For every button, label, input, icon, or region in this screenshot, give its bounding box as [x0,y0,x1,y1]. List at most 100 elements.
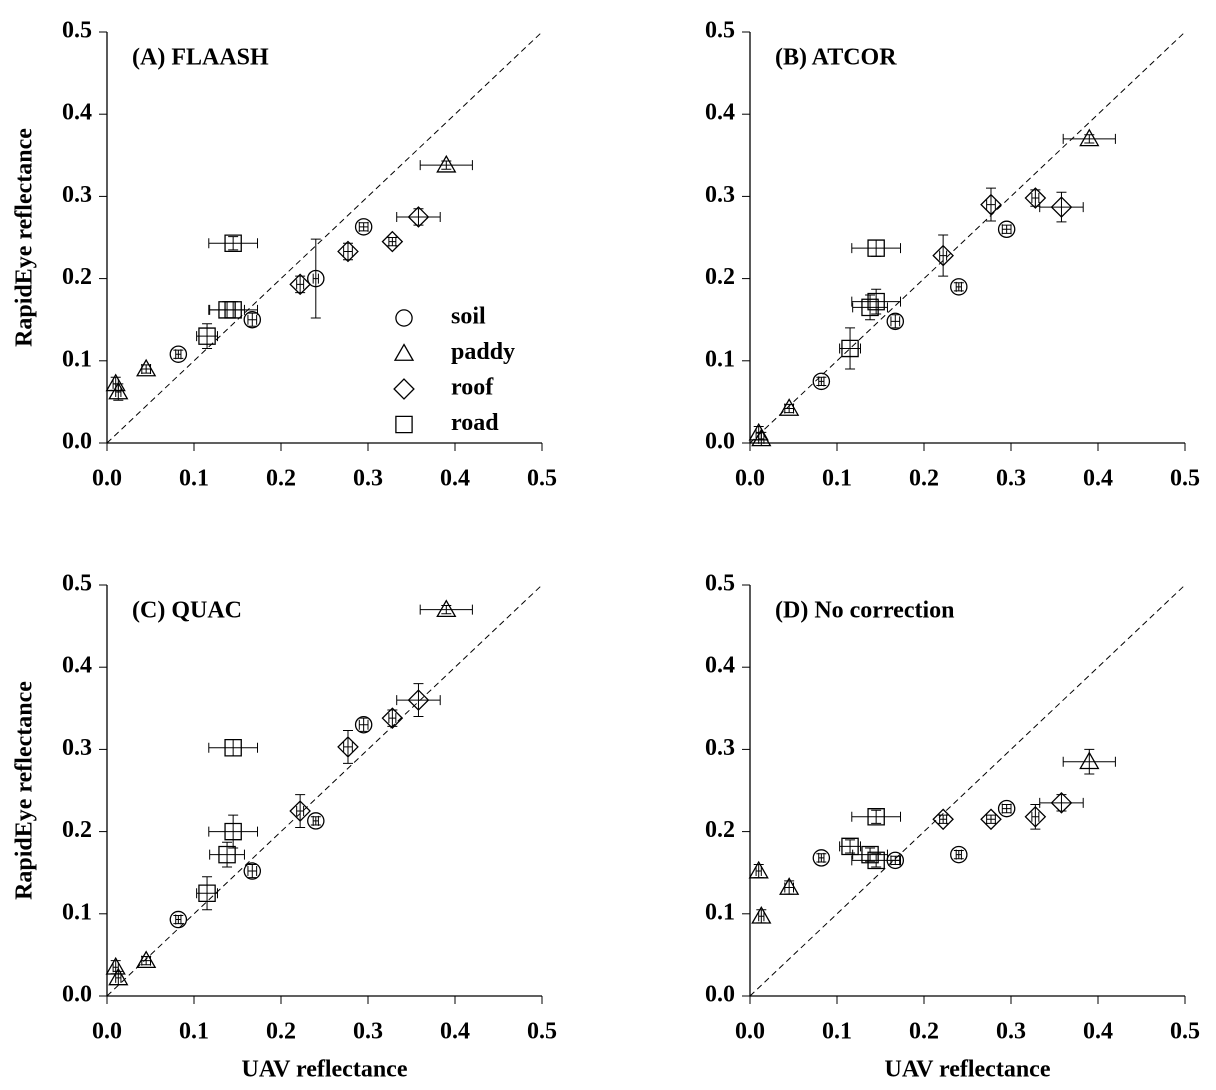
y-tick-label: 0.0 [705,982,735,1008]
marker-triangle [393,343,415,361]
y-tick-label: 0.4 [705,653,735,679]
marker-diamond [1024,187,1047,209]
y-tick-label: 0.3 [62,182,92,208]
marker-triangle [136,358,157,377]
y-error-bar [1001,224,1012,234]
y-error-bar [845,839,856,854]
one-to-one-line [749,31,1186,444]
y-tick-label: 0.5 [62,571,92,597]
y-error-bar [816,853,827,863]
marker-triangle [108,381,129,400]
y-tick-label: 0.4 [705,100,735,126]
y-tick-label: 0.3 [705,735,735,761]
marker-square [224,234,242,253]
y-error-bar [871,809,882,824]
y-tick-label: 0.1 [705,346,735,372]
marker-diamond [980,193,1002,216]
y-tick-label: 0.2 [62,264,92,290]
marker-triangle [748,860,769,879]
y-tick-label: 0.5 [705,18,735,44]
x-tick-label: 0.3 [996,466,1026,492]
marker-square [218,845,236,864]
x-axis-label: UAV reflectance [242,1057,408,1083]
x-tick-label: 0.3 [996,1019,1026,1045]
marker-triangle [1079,128,1100,147]
y-tick-label: 0.2 [705,264,735,290]
x-tick-label: 0.2 [909,466,939,492]
marker-diamond [337,240,359,263]
y-error-bar [358,717,369,732]
x-tick-label: 0.0 [735,1019,765,1045]
marker-triangle [108,967,129,986]
marker-circle [354,715,373,734]
panel-label: (B) ATCOR [775,45,897,71]
one-to-one-line [106,584,543,997]
x-tick-label: 0.1 [822,1019,852,1045]
legend-label: roof [451,375,494,401]
y-tick-label: 0.4 [62,100,92,126]
y-error-bar [1001,803,1012,814]
y-error-bar [413,208,424,226]
marker-diamond [1050,792,1073,814]
panel-label: (D) No correction [775,598,954,624]
x-axis-label: UAV reflectance [885,1057,1051,1083]
x-tick-label: 0.0 [92,1019,122,1045]
marker-triangle [436,154,457,173]
y-error-bar [228,236,239,251]
one-to-one-line [749,584,1186,997]
marker-square [224,301,242,319]
y-error-bar [387,237,398,247]
y-error-bar [985,187,996,222]
y-error-bar [413,683,424,718]
x-tick-label: 0.5 [1170,466,1200,492]
marker-circle [950,278,968,296]
marker-square [867,239,885,257]
y-error-bar [1056,794,1067,812]
marker-triangle [136,950,157,969]
x-tick-label: 0.0 [92,466,122,492]
marker-circle [886,312,905,331]
marker-diamond [407,689,430,711]
x-tick-label: 0.1 [179,466,209,492]
marker-circle [812,849,831,867]
x-tick-label: 0.4 [1083,466,1113,492]
marker-square [841,339,859,358]
marker-square [867,292,885,311]
y-tick-label: 0.1 [705,899,735,925]
legend-label: road [451,410,499,436]
y-error-bar [845,327,856,370]
marker-diamond [393,378,415,400]
y-axis-label: RapidEye reflectance [12,681,38,900]
x-tick-label: 0.2 [266,1019,296,1045]
marker-triangle [1079,751,1100,770]
marker-circle [997,799,1016,818]
y-error-bar [953,282,964,292]
y-error-bar [247,863,258,879]
panel-label: (C) QUAC [132,598,242,624]
marker-square [224,822,242,841]
marker-circle [243,310,262,329]
marker-circle [307,812,325,830]
marker-circle [950,845,968,864]
y-error-bar [173,349,184,359]
y-tick-label: 0.5 [705,571,735,597]
x-tick-label: 0.4 [1083,1019,1113,1045]
x-tick-label: 0.5 [527,466,557,492]
y-tick-label: 0.2 [62,817,92,843]
marker-diamond [289,273,311,296]
marker-triangle [751,428,772,447]
y-error-bar [295,794,306,828]
marker-diamond [1050,196,1073,218]
y-error-bar [295,275,306,294]
marker-circle [997,220,1016,239]
marker-square [198,327,216,345]
marker-circle [812,372,831,391]
y-error-bar [310,238,321,319]
marker-diamond [1024,805,1047,828]
marker-circle [354,218,373,236]
y-tick-label: 0.1 [62,899,92,925]
marker-triangle [436,599,457,618]
marker-square [861,298,879,317]
marker-square [861,845,879,864]
marker-diamond [381,707,404,729]
